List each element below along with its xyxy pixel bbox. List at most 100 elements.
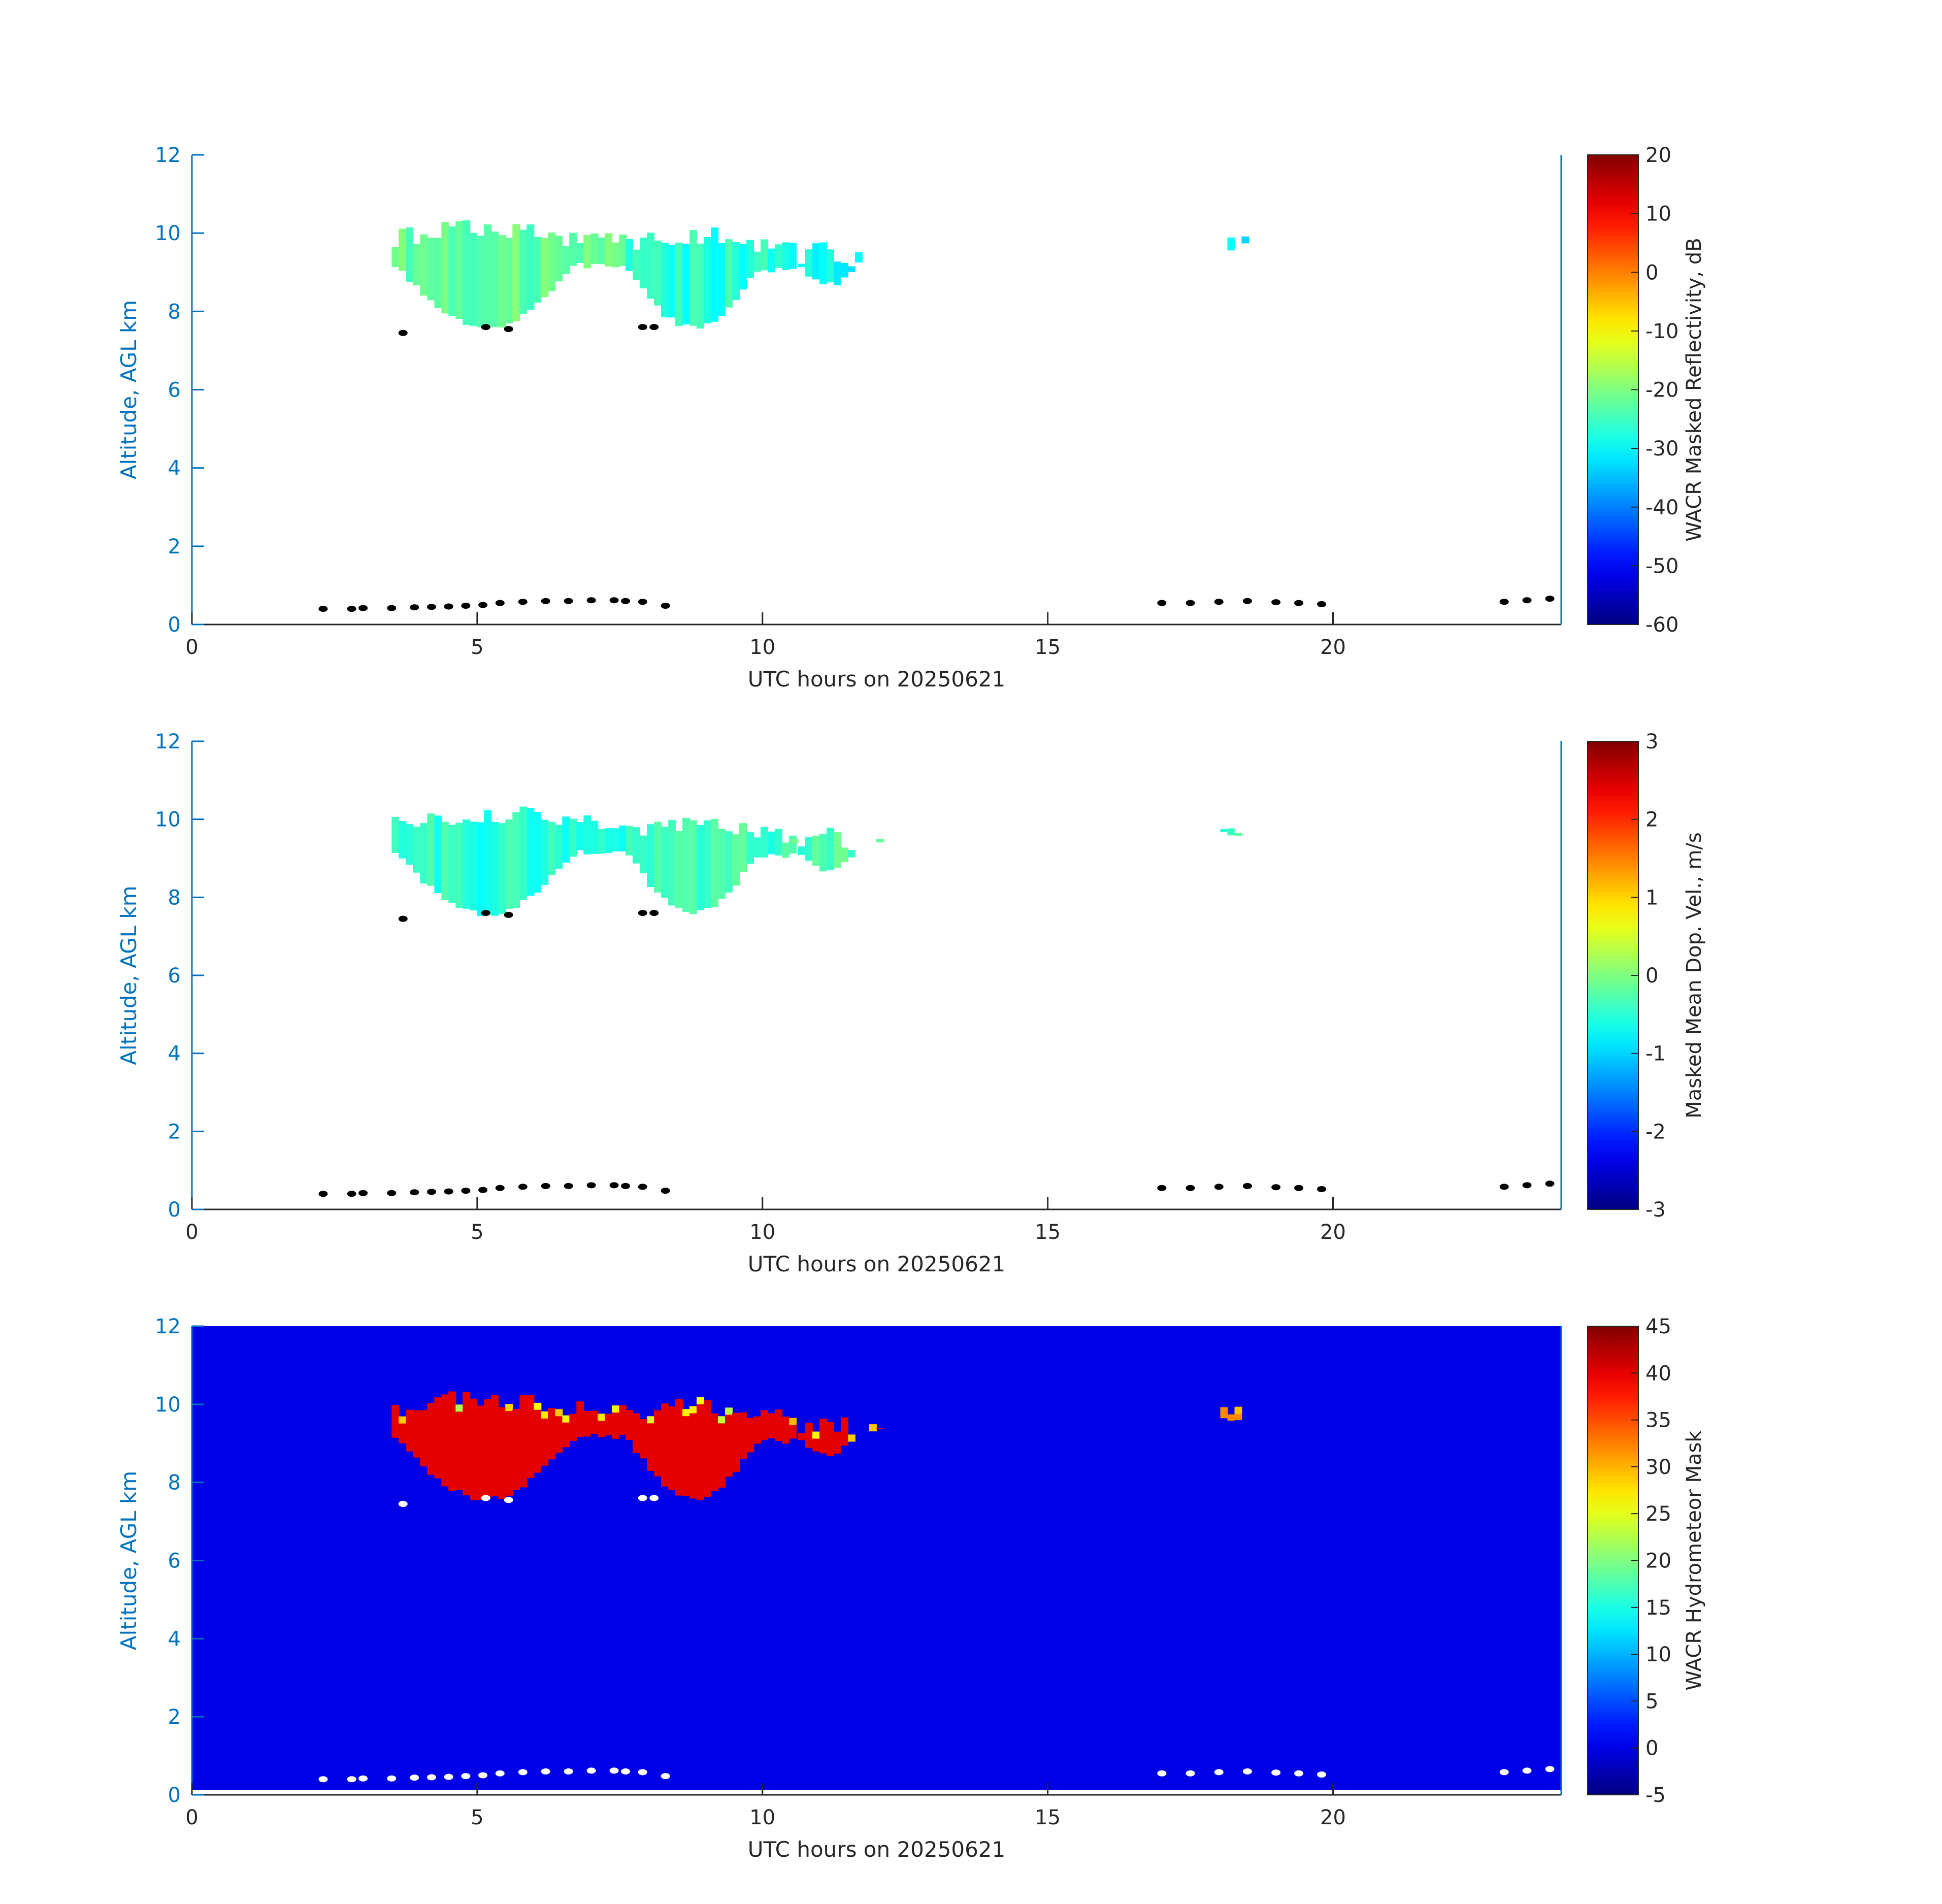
colorbar-tick-label: -60 [1645,613,1678,637]
cloud-column [775,829,783,856]
x-tick-label: 15 [1035,636,1061,659]
cloud-column [647,1416,655,1471]
cloud-column [441,1394,449,1487]
cloud-column [519,1395,528,1488]
cloud-column [548,232,556,291]
cloud-base-point [1317,1771,1327,1778]
cloud-edge-cell [789,1418,797,1425]
x-tick-label: 20 [1320,1806,1346,1829]
cloud-column [753,837,762,858]
colorbar: 3 2 1 0 -1 -2 -3 Masked Mean Dop. Vel., m/s [1587,730,1706,1222]
x-tick-label: 20 [1320,1221,1346,1244]
colorbar-tick-label: 35 [1645,1409,1671,1432]
cloud-column [718,243,726,316]
y-tick-label: 6 [168,1550,181,1573]
x-tick-label: 0 [185,1221,198,1244]
cloud-base-point [426,1774,436,1781]
cloud-base-point [481,324,490,331]
y-tick-label: 12 [155,730,181,753]
cloud-column [768,1413,776,1438]
cloud-edge-cell [689,1406,698,1414]
cloud-column [626,1410,634,1440]
cloud-base-point [478,602,488,608]
colorbar-tick-label: 10 [1645,1643,1671,1666]
y-tick-label: 10 [155,1393,181,1417]
cloud-column [826,249,834,283]
cloud-column [761,1410,769,1440]
cloud-base-point [1499,1769,1509,1776]
cloud-base-point [426,604,436,610]
cloud-column [647,233,655,299]
cloud-column [562,816,570,863]
cloud-column [789,835,797,854]
cloud-base-point [410,1189,419,1196]
cloud-column [805,1423,813,1448]
colorbar-tick-label: 10 [1645,203,1671,226]
y-tick-label: 6 [168,379,181,402]
cloud-column [498,823,506,914]
cloud-base-point [638,910,647,916]
cloud-base-point [564,598,573,604]
cloud-column [761,827,769,858]
y-axis-label: Altitude, AGL km [116,300,141,479]
cloud-column [689,1406,698,1499]
cloud-column [491,1395,499,1496]
cloud-column [697,1397,705,1500]
cloud-column [661,1403,669,1487]
cloud-base-point [387,1775,397,1782]
cloud-base-point [1545,1766,1555,1772]
cloud-column [725,239,733,308]
cloud-column [477,822,485,916]
cloud-column [768,831,776,855]
cloud-base-point [318,1776,328,1783]
cloud-base-point [541,598,550,604]
cloud-base-point [518,599,528,605]
y-tick-label: 8 [168,300,181,323]
colorbar-tick-label: 20 [1645,144,1671,167]
colorbar-tick-label: 40 [1645,1362,1671,1385]
cloud-base-point [426,1189,436,1195]
cloud-base-point [1214,1769,1224,1776]
cloud-base-point [1317,1186,1327,1193]
cloud-base-point [461,1188,471,1194]
cloud-edge-cell [399,1416,407,1424]
cloud-column [555,236,563,282]
cloud-column [470,233,478,326]
y-tick-label: 2 [168,535,181,559]
cloud-column [704,237,712,324]
colorbar-tick-label: -5 [1645,1784,1666,1807]
axes: 0 2 4 6 8 10 12 0 5 10 15 20 UTC hours on 20250621 Al… [116,1315,1562,1862]
cloud-edge-cell [697,1397,705,1404]
x-tick-label: 15 [1035,1221,1061,1244]
cloud-edge-cell [647,1416,655,1424]
cloud-base-point [609,1182,619,1189]
cloud-base-point [504,326,513,333]
cloud-base-point [1214,599,1224,605]
cloud-base-point [649,324,659,331]
colorbar-tick-label: 0 [1645,261,1658,284]
cloud-column [819,242,827,284]
colorbar-tick-label: 1 [1645,886,1658,909]
cloud-column [569,818,577,857]
cloud-column [413,1410,421,1458]
cloud-base-point [1157,1185,1167,1191]
cloud-base-point [621,1183,631,1189]
cloud-column [626,239,634,271]
cloud-column [463,819,471,909]
cloud-base-point [638,1495,647,1501]
cloud-column [505,819,513,909]
cloud-base-point [495,600,505,606]
cloud-column [833,832,841,868]
colorbar: 20 10 0 -10 -20 -30 -40 -50 -60 WACR Masked Refle… [1587,144,1706,637]
cloud-column [626,826,634,856]
cloud-column [1220,829,1228,832]
cloud-column [413,244,421,286]
axes: 0 2 4 6 8 10 12 0 5 10 15 20 UTC hours on 20250621 Al… [116,730,1562,1276]
cloud-column [477,1405,485,1500]
cloud-base-point [1522,1767,1532,1774]
cloud-base-point [444,603,453,610]
colorbar-tick-label: 3 [1645,730,1658,753]
cloud-column [768,248,776,273]
colorbar-gradient [1587,741,1639,1210]
